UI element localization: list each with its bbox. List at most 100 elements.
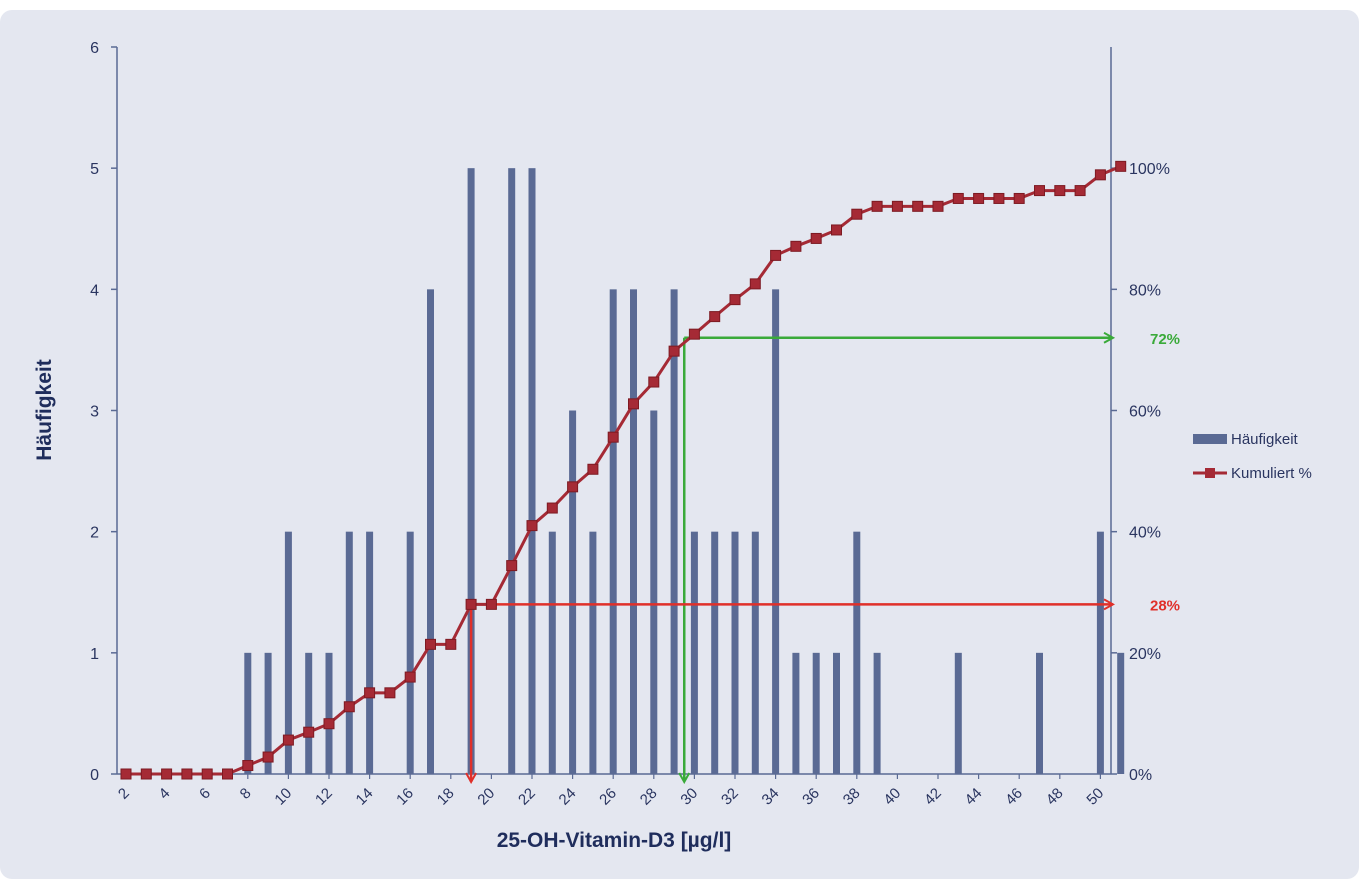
- histogram-bar: [690, 531, 698, 774]
- left-tick-label: 0: [90, 767, 99, 784]
- x-tick-label: 20: [474, 785, 498, 809]
- cumulative-marker: [404, 671, 416, 683]
- cumulative-marker: [282, 734, 294, 746]
- cumulative-marker: [587, 463, 599, 475]
- histogram-bar: [244, 652, 252, 774]
- histogram-bar: [1117, 652, 1125, 774]
- cumulative-marker: [688, 328, 700, 340]
- histogram-bar: [630, 289, 637, 774]
- histogram-bar: [508, 168, 516, 774]
- annotation-layer: [471, 338, 1113, 782]
- right-tick-label: 60%: [1129, 404, 1161, 421]
- cumulative-marker: [161, 768, 173, 780]
- histogram-bar: [305, 652, 313, 774]
- cumulative-marker: [546, 502, 558, 514]
- x-tick-label: 16: [393, 785, 417, 809]
- cumulative-marker: [648, 376, 660, 388]
- right-tick-label: 100%: [1129, 161, 1170, 178]
- cumulative-marker: [851, 208, 863, 220]
- cumulative-marker: [567, 481, 579, 493]
- histogram-bar: [711, 531, 719, 774]
- x-tick-label: 24: [556, 785, 580, 809]
- right-tick-label: 20%: [1129, 646, 1161, 663]
- histogram-bar: [812, 652, 820, 774]
- histogram-bar: [751, 531, 759, 774]
- cumulative-marker: [628, 398, 639, 410]
- x-tick-label: 8: [237, 785, 255, 803]
- x-tick-label: 36: [799, 785, 823, 809]
- x-tick-label: 28: [637, 785, 661, 809]
- legend-label-bar: Häufigkeit: [1231, 431, 1299, 448]
- cumulative-marker: [140, 768, 152, 780]
- cumulative-marker: [384, 687, 396, 699]
- cumulative-marker: [810, 232, 822, 244]
- histogram-bar: [345, 531, 353, 774]
- cumulative-marker: [425, 638, 436, 650]
- cumulative-marker: [973, 192, 985, 204]
- histogram-bar: [609, 289, 617, 774]
- left-tick-label: 3: [90, 404, 99, 421]
- cumulative-marker: [952, 192, 964, 204]
- right-tick-label: 0%: [1129, 767, 1152, 784]
- cumulative-marker: [323, 718, 335, 730]
- x-tick-label: 38: [840, 785, 864, 809]
- left-tick-label: 1: [90, 646, 99, 663]
- left-tick-label: 4: [90, 282, 99, 299]
- x-tick-label: 48: [1043, 785, 1067, 809]
- x-tick-label: 12: [312, 785, 336, 809]
- legend: Häufigkeit Kumuliert %: [1193, 431, 1312, 482]
- y-axis-title: Häufigkeit: [33, 359, 56, 461]
- cumulative-marker: [181, 768, 193, 780]
- histogram-bar: [954, 652, 962, 774]
- line-layer: [120, 160, 1127, 780]
- histogram-bar: [670, 289, 678, 774]
- histogram-bar: [548, 531, 556, 774]
- x-tick-label: 44: [962, 785, 986, 809]
- cumulative-marker: [485, 598, 497, 610]
- x-tick-label: 2: [115, 785, 133, 803]
- cumulative-marker: [465, 598, 477, 610]
- histogram-bar: [833, 652, 840, 774]
- cumulative-marker: [993, 192, 1005, 204]
- bars-layer: [244, 168, 1125, 774]
- x-tick-label: 4: [156, 785, 174, 803]
- cumulative-marker: [912, 200, 924, 212]
- histogram-bar: [650, 410, 658, 774]
- histogram-bar: [528, 168, 536, 774]
- annotation-label: 72%: [1150, 331, 1180, 348]
- cumulative-marker: [201, 768, 213, 780]
- x-tick-label: 10: [271, 785, 295, 809]
- histogram-bar: [792, 652, 800, 774]
- x-tick-label: 18: [434, 785, 458, 809]
- cumulative-marker: [709, 311, 721, 323]
- chart-panel: 0 1 2 3 4 5 6 0% 20% 40% 60% 80% 100% 2 4 6 8 10 12 14 16 18 2…: [0, 10, 1359, 879]
- histogram-bar: [589, 531, 597, 774]
- x-tick-label: 34: [759, 785, 783, 809]
- x-tick-label: 22: [515, 785, 539, 809]
- x-tick-label: 6: [196, 785, 214, 803]
- cumulative-marker: [120, 768, 132, 780]
- histogram-bar: [325, 652, 333, 774]
- histogram-bar: [1036, 652, 1043, 774]
- cumulative-marker: [445, 638, 457, 650]
- cumulative-marker: [343, 701, 355, 713]
- histogram-bar: [772, 289, 780, 774]
- cumulative-marker: [506, 560, 518, 572]
- histogram-bar: [853, 531, 861, 774]
- x-tick-label: 32: [718, 785, 742, 809]
- axes-layer: [111, 46, 1117, 779]
- x-tick-label: 26: [596, 785, 620, 809]
- cumulative-marker: [1094, 169, 1106, 181]
- x-tick-label: 50: [1083, 785, 1107, 809]
- cumulative-marker: [364, 687, 376, 699]
- histogram-bar: [873, 652, 881, 774]
- left-tick-label: 6: [90, 40, 99, 57]
- cumulative-marker: [242, 760, 254, 772]
- x-tick-label: 40: [880, 785, 904, 809]
- x-tick-label: 30: [677, 785, 701, 809]
- cumulative-marker: [871, 200, 883, 212]
- cumulative-marker: [770, 249, 782, 261]
- cumulative-marker: [1074, 185, 1086, 197]
- cumulative-marker: [790, 240, 802, 252]
